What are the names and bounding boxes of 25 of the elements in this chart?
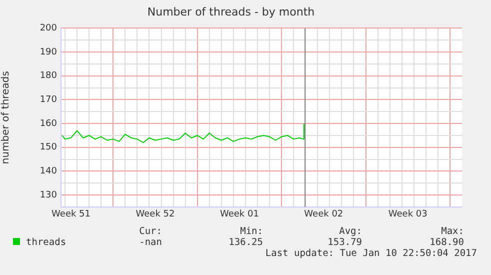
legend-label: threads	[25, 237, 66, 248]
text: 153.79	[328, 237, 362, 248]
y-tick-label: 170	[40, 95, 58, 106]
y-tick-label: 130	[40, 190, 58, 200]
text: Avg:	[339, 226, 362, 237]
y-tick-label: 140	[40, 166, 58, 177]
y-tick-label: 160	[40, 118, 58, 129]
text: Last update: Tue Jan 10 22:50:04 2017	[265, 248, 477, 259]
x-tick-label: Week 02	[304, 210, 344, 220]
text: Cur:	[139, 226, 162, 237]
x-tick-label: Week 52	[136, 210, 175, 220]
y-tick-label: 180	[40, 71, 58, 82]
x-tick-label: Week 03	[388, 210, 428, 220]
text: 136.25	[228, 237, 263, 248]
y-tick-label: 150	[40, 142, 58, 153]
x-tick-label: Week 51	[52, 210, 91, 220]
x-tick-label: Week 01	[220, 210, 259, 220]
chart-title: Number of threads - by month	[147, 5, 315, 18]
y-tick-label: 200	[40, 24, 58, 34]
y-tick-label: 190	[40, 47, 58, 58]
text: -nan	[139, 237, 162, 248]
y-axis-title: number of threads	[0, 71, 12, 164]
text: Max:	[441, 226, 464, 237]
text: Min:	[240, 226, 263, 237]
text: 168.90	[430, 237, 464, 248]
